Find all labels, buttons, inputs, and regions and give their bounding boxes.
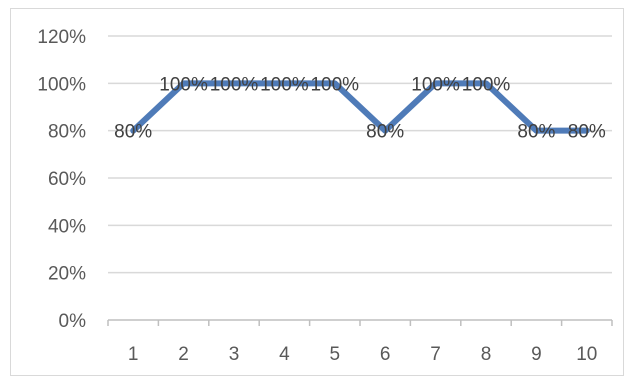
x-tick-label: 6 bbox=[380, 344, 391, 365]
y-tick-label: 40% bbox=[48, 216, 86, 237]
data-label: 100% bbox=[210, 74, 259, 95]
data-label: 100% bbox=[411, 74, 460, 95]
data-label: 100% bbox=[260, 74, 309, 95]
data-label: 100% bbox=[159, 74, 208, 95]
grid-lines bbox=[108, 35, 612, 274]
x-tick-label: 4 bbox=[279, 344, 290, 365]
x-tick-label: 10 bbox=[576, 344, 597, 365]
series-line-group bbox=[130, 80, 590, 134]
y-tick-label: 20% bbox=[48, 264, 86, 285]
y-tick-label: 120% bbox=[37, 27, 86, 48]
x-tick-label: 3 bbox=[229, 344, 240, 365]
x-tick-label: 1 bbox=[128, 344, 139, 365]
data-label: 80% bbox=[366, 122, 404, 143]
y-tick-label: 100% bbox=[37, 74, 86, 95]
x-tick-label: 5 bbox=[330, 344, 341, 365]
data-label: 80% bbox=[114, 122, 152, 143]
chart-frame bbox=[10, 8, 624, 376]
data-label: 100% bbox=[310, 74, 359, 95]
x-tick-label: 9 bbox=[531, 344, 542, 365]
data-label: 80% bbox=[517, 122, 555, 143]
x-tick-label: 8 bbox=[481, 344, 492, 365]
data-label: 100% bbox=[462, 74, 511, 95]
data-labels: 80%100% 100% 100% 100%80%100% 100%80% 80% bbox=[114, 74, 606, 142]
series-line bbox=[130, 80, 590, 134]
x-tick-label: 7 bbox=[430, 344, 441, 365]
x-tick-label: 2 bbox=[178, 344, 189, 365]
data-label: 80% bbox=[568, 122, 606, 143]
y-tick-label: 0% bbox=[59, 311, 87, 332]
x-axis-tick-labels: 1 2 3 4 5 6 7 8 9 10 bbox=[128, 344, 597, 365]
y-axis-tick-labels: 0% 20% 40% 60% 80% 100% 120% bbox=[37, 27, 86, 332]
y-tick-label: 80% bbox=[48, 122, 86, 143]
y-tick-label: 60% bbox=[48, 169, 86, 190]
x-axis bbox=[107, 319, 613, 326]
